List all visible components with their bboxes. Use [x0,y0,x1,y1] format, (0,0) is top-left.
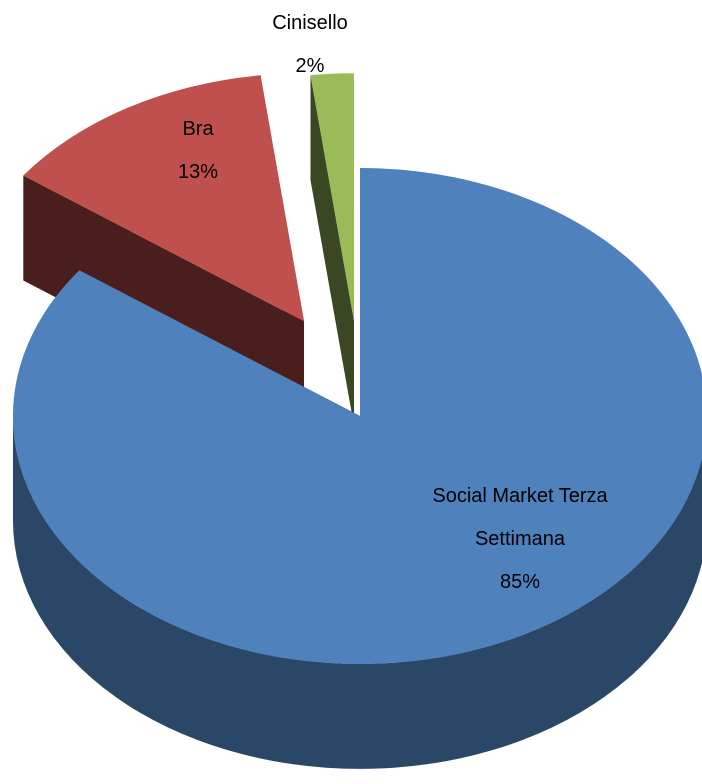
value-label: 13% [177,161,219,183]
category-label: Cinisello [272,12,348,34]
pie-slice [310,73,355,427]
slice-top [13,168,702,664]
slice-top [23,75,305,322]
category-label: Social Market Terza Settimana [432,485,608,550]
value-label: 85% [499,571,541,593]
slice-label: Cinisello 2% [250,2,370,88]
category-label: Bra [182,118,214,140]
slice-label: Bra 13% [138,108,258,194]
pie-slice [13,168,702,769]
value-label: 2% [295,55,325,77]
slice-top [310,73,355,322]
slice-side [13,416,702,769]
slice-wall [310,75,355,427]
slice-label: Social Market Terza Settimana 85% [413,475,628,604]
